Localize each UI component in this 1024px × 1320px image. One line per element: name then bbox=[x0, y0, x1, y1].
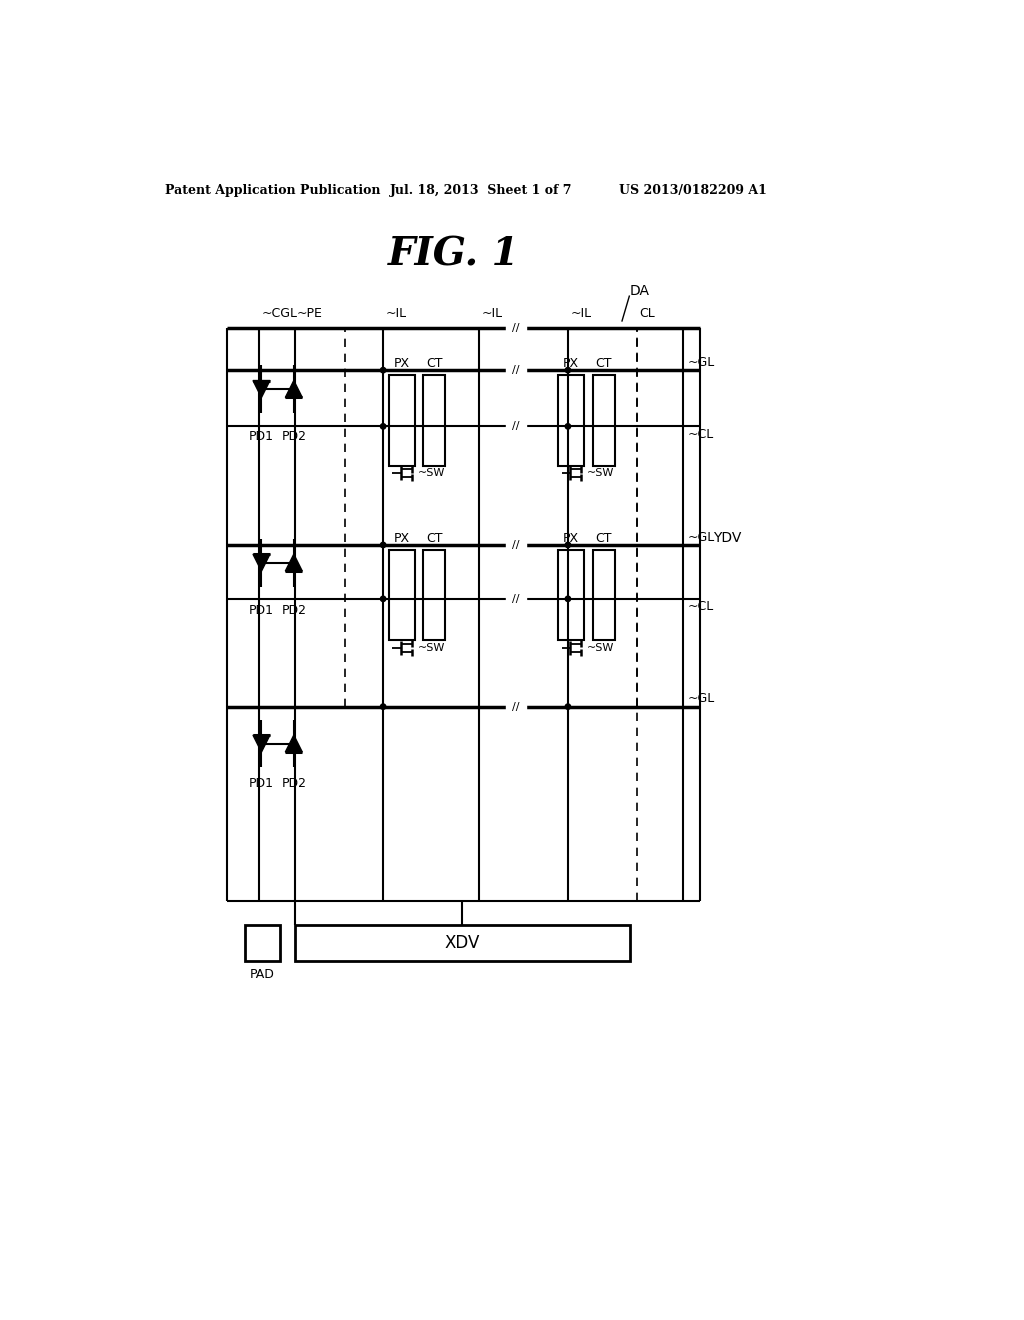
Text: //: // bbox=[512, 421, 519, 432]
Text: US 2013/0182209 A1: US 2013/0182209 A1 bbox=[618, 185, 767, 197]
Bar bbox=[558, 549, 584, 640]
Bar bbox=[558, 375, 584, 466]
Text: ~CGL: ~CGL bbox=[261, 308, 297, 321]
Bar bbox=[593, 549, 614, 640]
Text: PX: PX bbox=[393, 356, 410, 370]
Circle shape bbox=[381, 424, 386, 429]
Text: //: // bbox=[512, 540, 519, 550]
Text: CT: CT bbox=[426, 532, 442, 545]
Polygon shape bbox=[253, 554, 270, 572]
Text: ~CL: ~CL bbox=[687, 601, 714, 612]
Text: //: // bbox=[512, 594, 519, 603]
Text: PAD: PAD bbox=[250, 968, 274, 981]
Text: ~GL: ~GL bbox=[687, 531, 715, 544]
Text: ~IL: ~IL bbox=[570, 308, 591, 321]
Text: Jul. 18, 2013  Sheet 1 of 7: Jul. 18, 2013 Sheet 1 of 7 bbox=[390, 185, 572, 197]
Text: ~IL: ~IL bbox=[385, 308, 407, 321]
Bar bbox=[423, 549, 445, 640]
Circle shape bbox=[381, 704, 386, 709]
Bar bbox=[388, 375, 415, 466]
Text: PD2: PD2 bbox=[282, 430, 306, 444]
Text: ~SW: ~SW bbox=[418, 469, 445, 478]
Text: ~CL: ~CL bbox=[687, 428, 714, 441]
Text: ~PE: ~PE bbox=[297, 308, 323, 321]
Bar bbox=[388, 549, 415, 640]
Text: FIG. 1: FIG. 1 bbox=[388, 236, 520, 273]
Text: CT: CT bbox=[596, 356, 612, 370]
Text: ~IL: ~IL bbox=[481, 308, 503, 321]
Text: CT: CT bbox=[596, 532, 612, 545]
Bar bbox=[423, 375, 445, 466]
Circle shape bbox=[381, 597, 386, 602]
Polygon shape bbox=[253, 735, 270, 752]
Text: PD1: PD1 bbox=[249, 603, 274, 616]
Text: CT: CT bbox=[426, 356, 442, 370]
Text: //: // bbox=[512, 702, 519, 711]
Text: ~SW: ~SW bbox=[418, 643, 445, 653]
Text: PD1: PD1 bbox=[249, 430, 274, 444]
Circle shape bbox=[565, 704, 570, 709]
Text: ~SW: ~SW bbox=[587, 643, 614, 653]
Bar bbox=[245, 925, 280, 961]
Bar bbox=[295, 925, 630, 961]
Text: PX: PX bbox=[563, 532, 579, 545]
Circle shape bbox=[565, 424, 570, 429]
Text: CL: CL bbox=[640, 308, 655, 321]
Text: //: // bbox=[512, 323, 519, 333]
Text: PX: PX bbox=[563, 356, 579, 370]
Text: ~SW: ~SW bbox=[587, 469, 614, 478]
Text: ~GL: ~GL bbox=[687, 693, 715, 705]
Text: DA: DA bbox=[630, 284, 649, 298]
Text: Patent Application Publication: Patent Application Publication bbox=[165, 185, 381, 197]
Circle shape bbox=[381, 367, 386, 372]
Text: ~GL: ~GL bbox=[687, 356, 715, 370]
Text: PD2: PD2 bbox=[282, 603, 306, 616]
Text: //: // bbox=[512, 366, 519, 375]
Circle shape bbox=[381, 543, 386, 548]
Circle shape bbox=[565, 597, 570, 602]
Text: PD2: PD2 bbox=[282, 777, 306, 791]
Text: YDV: YDV bbox=[713, 532, 741, 545]
Polygon shape bbox=[286, 735, 302, 752]
Bar bbox=[593, 375, 614, 466]
Polygon shape bbox=[286, 380, 302, 397]
Text: PD1: PD1 bbox=[249, 777, 274, 791]
Polygon shape bbox=[286, 554, 302, 572]
Circle shape bbox=[565, 367, 570, 372]
Polygon shape bbox=[253, 380, 270, 397]
Text: PX: PX bbox=[393, 532, 410, 545]
Circle shape bbox=[565, 543, 570, 548]
Text: XDV: XDV bbox=[444, 935, 479, 952]
